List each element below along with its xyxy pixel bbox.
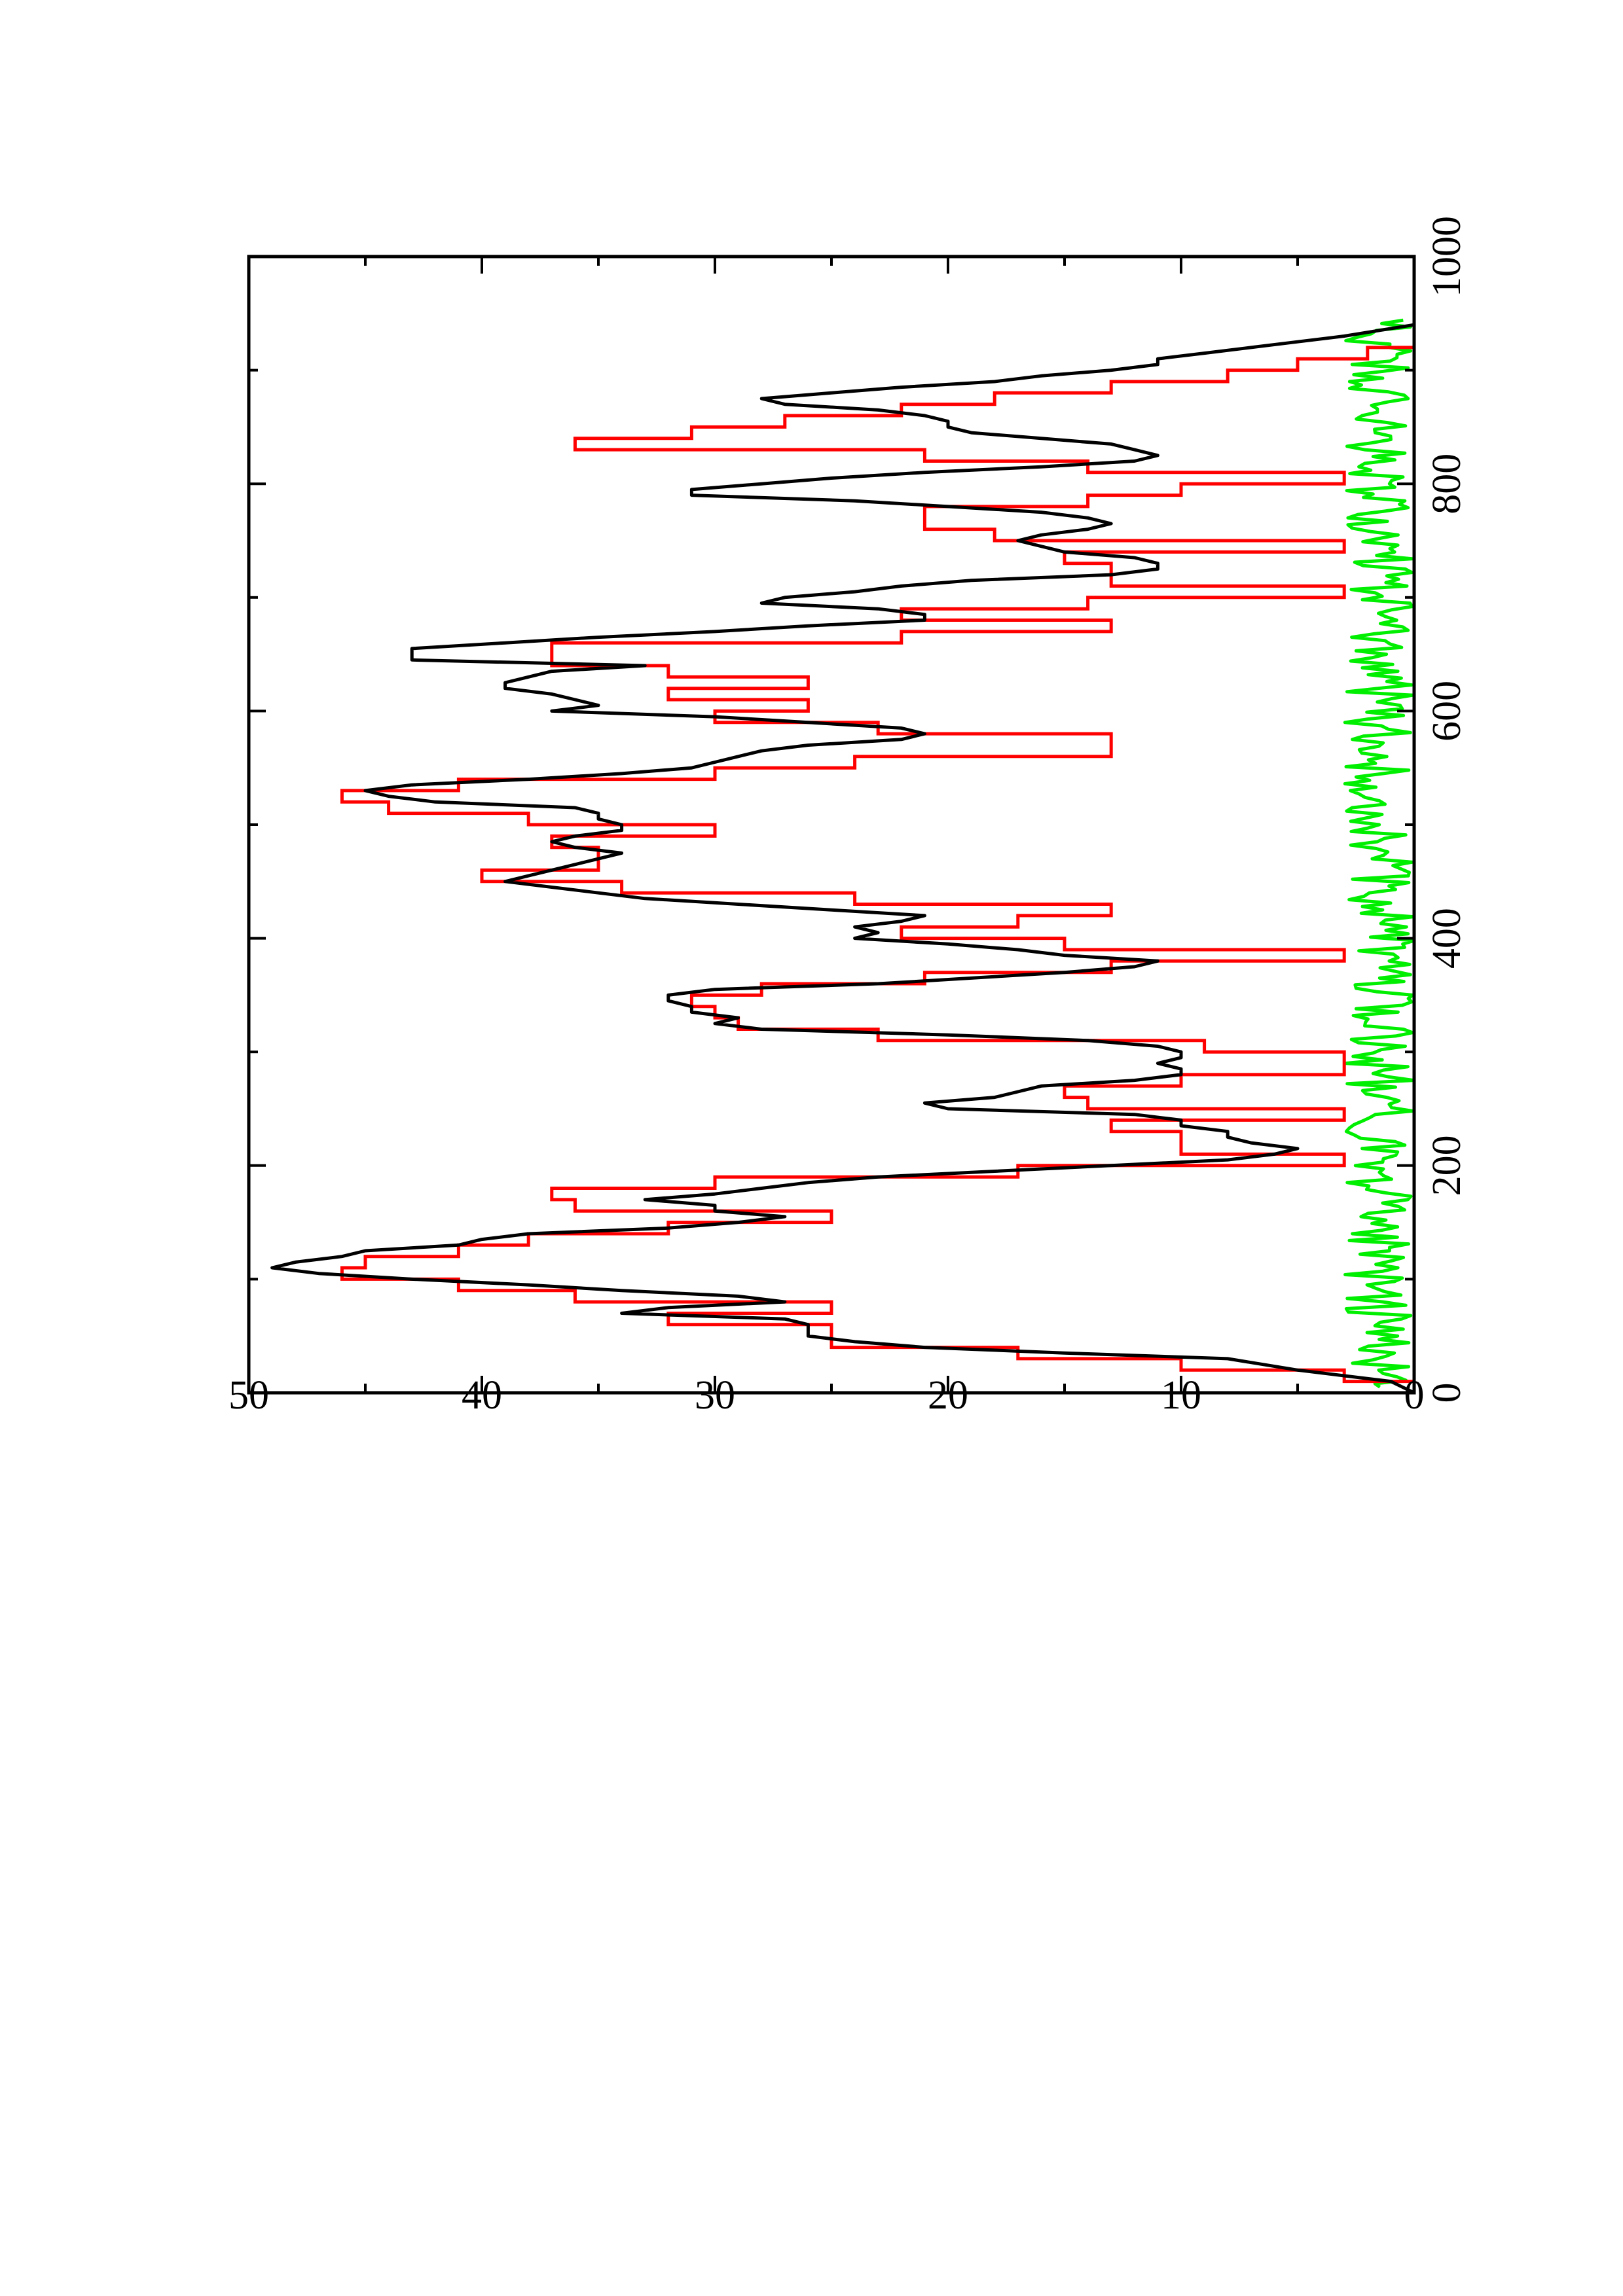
tick-marks: [247, 255, 1415, 1394]
series-line-black: [270, 323, 1415, 1395]
series-line-green: [1343, 318, 1416, 1389]
x-tick-label: 200: [1425, 1135, 1469, 1196]
plot-area: 0 200 400 600 800 1000 0 10 20 30 40 50: [228, 216, 1469, 1418]
y-tick-label: 30: [695, 1373, 735, 1418]
x-tick-label: 800: [1425, 454, 1469, 514]
y-tick-label: 50: [228, 1373, 269, 1418]
series-layer: [270, 318, 1416, 1395]
y-tick-labels: 0 10 20 30 40 50: [228, 1373, 1425, 1418]
series-line-red: [340, 325, 1416, 1393]
y-tick-label: 0: [1404, 1373, 1425, 1418]
x-tick-label: 1000: [1425, 216, 1469, 297]
x-tick-labels: 0 200 400 600 800 1000: [1425, 216, 1469, 1403]
y-tick-label: 20: [928, 1373, 968, 1418]
x-tick-label: 0: [1425, 1383, 1469, 1403]
y-tick-label: 10: [1161, 1373, 1201, 1418]
x-tick-label: 400: [1425, 908, 1469, 969]
y-tick-label: 40: [462, 1373, 502, 1418]
x-tick-label: 600: [1425, 681, 1469, 742]
